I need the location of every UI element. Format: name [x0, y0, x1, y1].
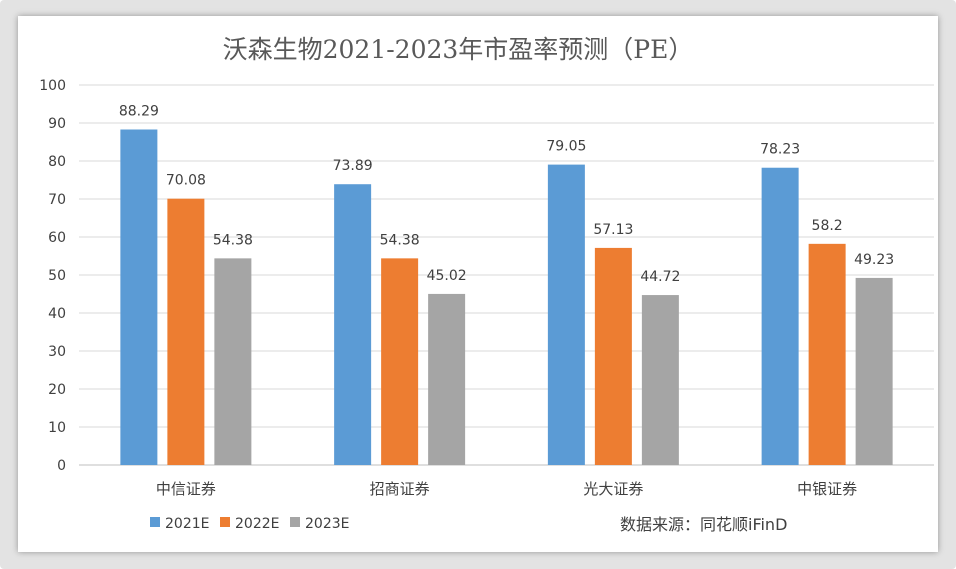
data-label: 54.38 [380, 232, 420, 248]
source-note: 数据来源：同花顺iFinD [620, 515, 787, 534]
data-label: 44.72 [640, 269, 680, 285]
legend-swatch-2023E [290, 517, 300, 527]
data-label: 49.23 [854, 252, 894, 268]
bar-2023E-3 [855, 277, 893, 465]
legend-label-2023E: 2023E [305, 516, 349, 532]
y-tick-label: 80 [48, 154, 66, 170]
x-axis: 中信证券 招商证券 光大证券 中银证券 [156, 480, 857, 498]
category-label: 中信证券 [156, 480, 216, 498]
bar-2022E-3 [808, 243, 846, 465]
bar-2022E-0 [167, 198, 205, 466]
bars [120, 129, 893, 466]
y-tick-label: 100 [39, 78, 66, 94]
y-tick-label: 10 [48, 420, 66, 436]
y-tick-label: 0 [57, 458, 66, 474]
bar-2021E-1 [334, 184, 372, 465]
y-tick-label: 70 [48, 192, 66, 208]
data-label: 79.05 [546, 139, 586, 155]
legend-label-2022E: 2022E [235, 516, 279, 532]
data-label: 45.02 [427, 268, 467, 284]
chart-title: 沃森生物2021-2023年市盈率预测（PE） [223, 35, 694, 64]
category-label: 中银证券 [797, 480, 857, 498]
gridlines [79, 84, 934, 466]
y-tick-label: 90 [48, 116, 66, 132]
data-label: 54.38 [213, 232, 253, 248]
category-label: 招商证券 [370, 480, 430, 498]
y-tick-label: 20 [48, 382, 66, 398]
data-label: 57.13 [593, 222, 633, 238]
legend: 2021E 2022E 2023E [150, 516, 349, 532]
bar-2023E-0 [214, 258, 252, 465]
data-label: 58.2 [812, 218, 843, 234]
category-label: 光大证券 [583, 480, 643, 498]
y-tick-label: 50 [48, 268, 66, 284]
bar-2022E-2 [594, 247, 632, 465]
bar-2021E-3 [761, 167, 799, 465]
legend-swatch-2021E [150, 517, 160, 527]
data-labels: 88.29 70.08 54.38 73.89 54.38 45.02 79.05 57.13… [119, 103, 894, 285]
data-label: 73.89 [333, 158, 373, 174]
bar-2023E-1 [428, 293, 466, 465]
y-tick-label: 40 [48, 306, 66, 322]
data-label: 88.29 [119, 103, 159, 119]
data-label: 78.23 [760, 142, 800, 158]
y-tick-label: 30 [48, 344, 66, 360]
data-label: 70.08 [166, 173, 206, 189]
bar-2021E-2 [547, 164, 585, 466]
bar-2023E-2 [641, 295, 679, 465]
legend-swatch-2022E [220, 517, 230, 527]
y-tick-label: 60 [48, 230, 66, 246]
y-axis: 0 10 20 30 40 50 60 70 80 90 100 [39, 78, 66, 474]
legend-label-2021E: 2021E [165, 516, 209, 532]
bar-2022E-1 [381, 258, 419, 465]
bar-2021E-0 [120, 129, 158, 466]
